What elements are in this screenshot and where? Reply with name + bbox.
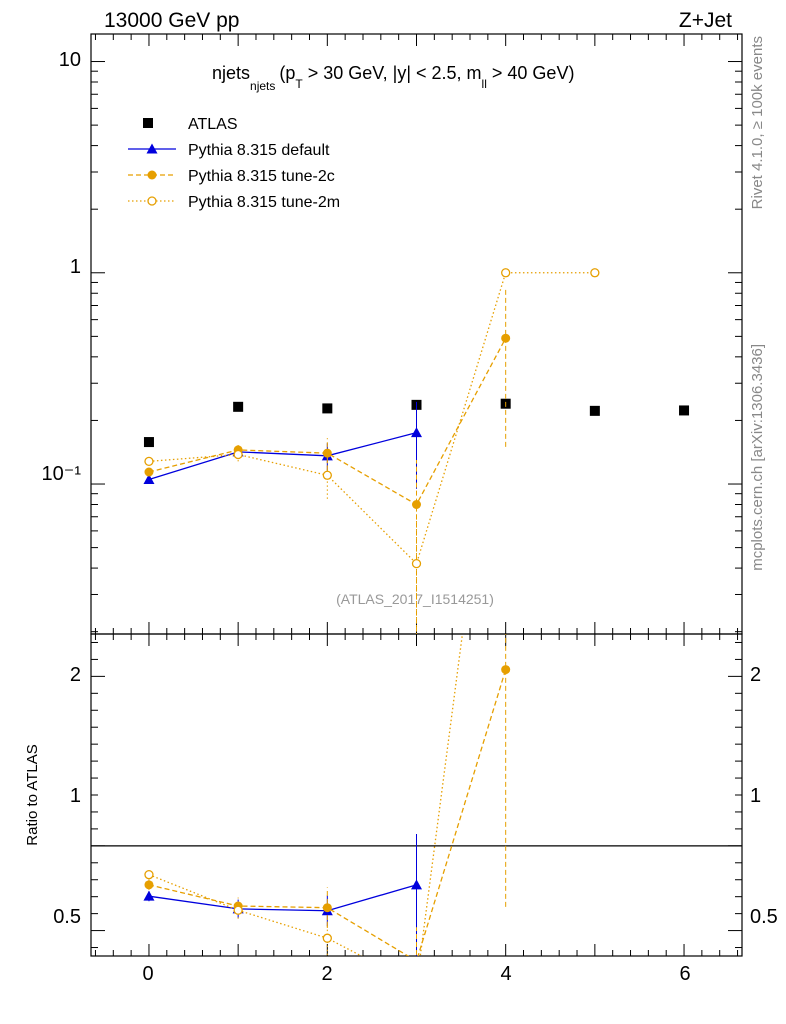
data-point-pythia-8-315-tune-2c	[322, 448, 332, 458]
plot-title: njetsnjets(pT > 30 GeV, |y| < 2.5, mll >…	[212, 63, 574, 93]
legend-label-tune-2m: Pythia 8.315 tune-2m	[188, 194, 340, 211]
data-point-pythia-8-315-tune-2m	[322, 470, 332, 480]
ytick-label-0.1: 10⁻¹	[42, 463, 82, 485]
data-point-atlas	[589, 405, 600, 416]
data-point-pythia-8-315-tune-2c	[412, 499, 421, 509]
data-point-ratio-pythia-8-315-default	[143, 890, 155, 901]
data-point-pythia-8-315-tune-2c	[501, 333, 511, 343]
series-line-pythia-8-315-tune-2c	[148, 337, 507, 506]
data-point-pythia-8-315-default	[143, 474, 155, 485]
data-point-ratio-pythia-8-315-tune-2c	[412, 957, 421, 966]
rivet-version-label: Rivet 4.1.0, ≥ 100k events	[749, 36, 766, 209]
data-point-pythia-8-315-tune-2m	[590, 268, 600, 278]
legend-label-tune-2c: Pythia 8.315 tune-2c	[188, 168, 335, 185]
data-point-ratio-pythia-8-315-tune-2m	[591, 249, 599, 257]
ratio-panel-data	[143, 249, 599, 989]
data-point-pythia-8-315-tune-2m	[501, 268, 511, 278]
legend-marker-tune-2c	[147, 170, 157, 180]
data-point-pythia-8-315-tune-2c	[144, 467, 154, 477]
data-point-pythia-8-315-default	[411, 427, 422, 438]
data-point-ratio-pythia-8-315-tune-2m	[413, 981, 421, 989]
main-panel-data	[143, 268, 690, 634]
data-point-ratio-pythia-8-315-tune-2m	[233, 905, 243, 915]
series-line-pythia-8-315-tune-2m	[148, 272, 595, 565]
ytick-label-1: 1	[70, 256, 81, 278]
legend-label-atlas: ATLAS	[188, 116, 238, 133]
analysis-watermark: (ATLAS_2017_I1514251)	[336, 591, 494, 607]
legend-item-tune-2c: Pythia 8.315 tune-2c	[128, 168, 335, 185]
xtick-label-6: 6	[679, 963, 690, 985]
ytick-label-10: 10	[59, 49, 81, 71]
ratio-ytick-label-1-left: 1	[70, 785, 81, 807]
data-point-pythia-8-315-tune-2m	[144, 456, 154, 467]
mcplots-label: mcplots.cern.ch [arXiv:1306.3436]	[749, 344, 766, 571]
legend-item-default: Pythia 8.315 default	[128, 142, 330, 159]
xtick-label-0: 0	[142, 963, 153, 985]
data-point-atlas	[233, 401, 244, 412]
data-point-atlas	[143, 437, 154, 448]
ratio-ytick-label-0.5-left: 0.5	[53, 906, 81, 928]
legend-label-default: Pythia 8.315 default	[188, 142, 330, 159]
process-label: Z+Jet	[679, 9, 732, 32]
legend-item-atlas: ATLAS	[143, 116, 238, 133]
data-point-pythia-8-315-tune-2m	[411, 558, 422, 569]
legend: ATLAS Pythia 8.315 default Pythia 8.315 …	[128, 116, 340, 211]
legend-marker-tune-2m	[147, 196, 157, 206]
ratio-ytick-label-2-right: 2	[750, 664, 761, 686]
ratio-ylabel: Ratio to ATLAS	[24, 744, 41, 845]
ratio-line-pythia-8-315-default	[148, 884, 417, 912]
xtick-label-4: 4	[500, 963, 511, 985]
legend-marker-atlas	[143, 118, 153, 128]
data-point-ratio-pythia-8-315-tune-2c	[322, 903, 332, 913]
xtick-label-2: 2	[321, 963, 332, 985]
data-point-ratio-pythia-8-315-default	[411, 879, 422, 890]
data-point-ratio-pythia-8-315-tune-2c	[144, 880, 154, 890]
data-point-ratio-pythia-8-315-tune-2c	[501, 665, 511, 675]
ratio-line-pythia-8-315-tune-2m	[148, 634, 464, 956]
ratio-ytick-label-2-left: 2	[70, 664, 81, 686]
energy-label: 13000 GeV pp	[104, 9, 239, 32]
series-line-pythia-8-315-default	[148, 432, 417, 481]
data-point-ratio-pythia-8-315-tune-2m	[322, 933, 332, 943]
ratio-ytick-label-0.5-right: 0.5	[750, 906, 778, 928]
data-point-pythia-8-315-tune-2m	[233, 449, 243, 460]
data-point-atlas	[679, 405, 690, 416]
data-point-ratio-pythia-8-315-tune-2m	[144, 870, 154, 880]
legend-item-tune-2m: Pythia 8.315 tune-2m	[128, 194, 340, 211]
legend-marker-default	[146, 143, 158, 154]
ratio-ytick-label-1-right: 1	[750, 785, 761, 807]
data-point-atlas	[322, 403, 333, 414]
